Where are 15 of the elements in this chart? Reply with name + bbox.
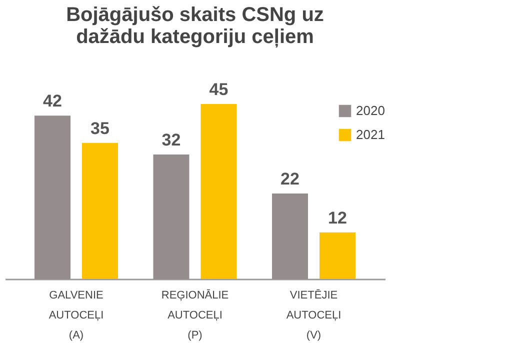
data-label: 42 xyxy=(43,92,62,111)
data-label: 12 xyxy=(328,208,347,228)
bar xyxy=(320,232,356,279)
bar xyxy=(200,104,237,279)
x-tick-label: GALVENIE AUTOCEĻI (A) xyxy=(48,290,104,342)
data-label: 32 xyxy=(162,130,181,150)
data-label: 45 xyxy=(209,80,228,99)
chart-title: Bojāgājušo skaits CSNg uz dažādu kategoriju ceļiem xyxy=(66,4,324,48)
data-label: 22 xyxy=(280,169,300,188)
x-tick-label: REĢIONĀLIE AUTOCEĻI (P) xyxy=(161,288,229,342)
legend-label: 2021 xyxy=(356,127,385,142)
x-tick-label: VIETĒJIE AUTOCEĻI (V) xyxy=(286,288,342,342)
bar xyxy=(82,142,118,279)
data-label: 35 xyxy=(90,118,110,138)
legend-label: 2020 xyxy=(356,103,385,118)
